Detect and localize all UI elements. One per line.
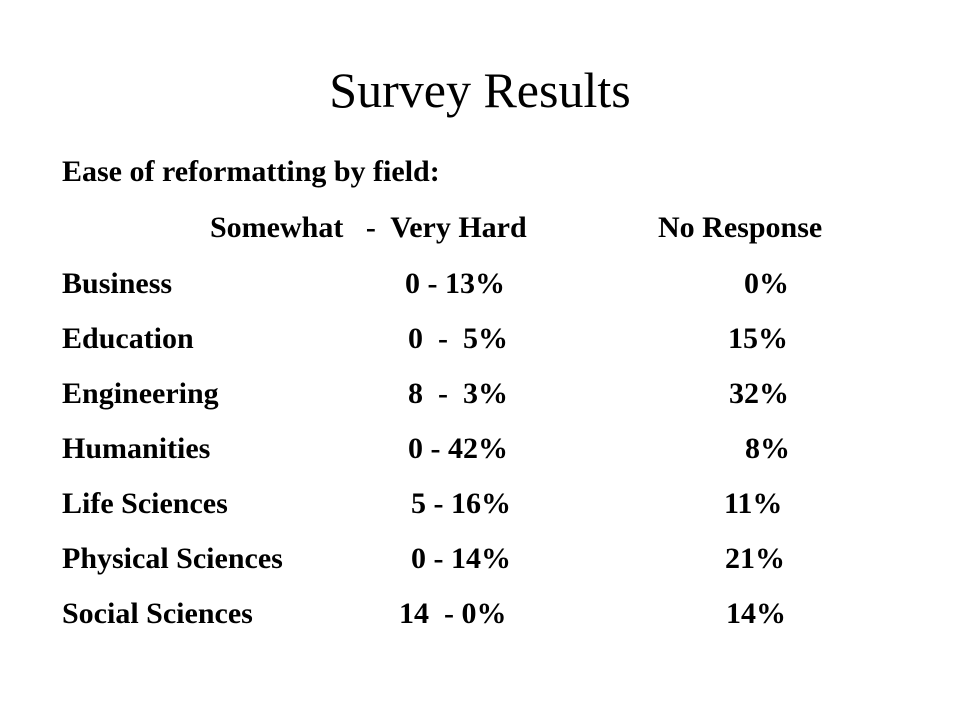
row-range-education: 0 - 5% bbox=[408, 322, 508, 355]
row-no-response-education: 15% bbox=[728, 322, 788, 355]
row-no-response-humanities: 8% bbox=[745, 432, 790, 465]
row-field-life-sciences: Life Sciences bbox=[62, 487, 228, 520]
header-range: Somewhat - Very Hard bbox=[210, 211, 527, 244]
row-no-response-physical-sciences: 21% bbox=[725, 542, 785, 575]
subtitle: Ease of reformatting by field: bbox=[62, 155, 440, 188]
row-field-physical-sciences: Physical Sciences bbox=[62, 542, 283, 575]
row-field-education: Education bbox=[62, 322, 194, 355]
header-no-response: No Response bbox=[658, 211, 823, 244]
row-no-response-life-sciences: 11% bbox=[724, 487, 783, 520]
row-range-life-sciences: 5 - 16% bbox=[411, 487, 511, 520]
row-range-humanities: 0 - 42% bbox=[408, 432, 508, 465]
row-no-response-engineering: 32% bbox=[729, 377, 789, 410]
row-no-response-social-sciences: 14% bbox=[726, 597, 786, 630]
slide-title: Survey Results bbox=[329, 62, 631, 118]
row-range-physical-sciences: 0 - 14% bbox=[411, 542, 511, 575]
row-no-response-business: 0% bbox=[744, 267, 789, 300]
row-range-social-sciences: 14 - 0% bbox=[399, 597, 507, 630]
row-field-humanities: Humanities bbox=[62, 432, 211, 465]
row-field-social-sciences: Social Sciences bbox=[62, 597, 253, 630]
row-range-business: 0 - 13% bbox=[405, 267, 505, 300]
row-range-engineering: 8 - 3% bbox=[408, 377, 508, 410]
row-field-business: Business bbox=[62, 267, 173, 300]
row-field-engineering: Engineering bbox=[62, 377, 219, 410]
